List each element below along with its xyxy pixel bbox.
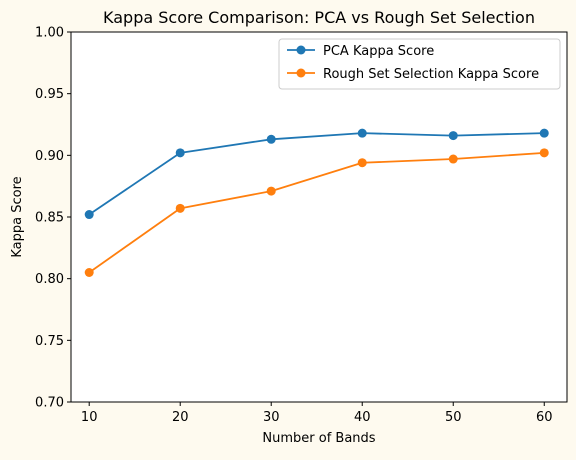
y-tick-label: 1.00 <box>35 26 64 41</box>
legend-label-rough-set: Rough Set Selection Kappa Score <box>323 67 539 82</box>
legend-label-pca: PCA Kappa Score <box>323 44 434 59</box>
x-tick-label: 60 <box>536 410 553 425</box>
data-point-rough-set <box>448 154 458 164</box>
data-point-rough-set <box>175 203 185 213</box>
data-point-pca <box>266 134 276 144</box>
plot-frame <box>70 31 568 403</box>
y-tick-label: 0.70 <box>35 396 64 411</box>
x-tick-label: 20 <box>172 410 189 425</box>
x-tick-label: 40 <box>354 410 371 425</box>
y-tick-label: 0.75 <box>35 334 64 349</box>
y-tick-label: 0.90 <box>35 149 64 164</box>
series-layer <box>84 128 549 277</box>
series-line-pca <box>88 132 545 216</box>
data-point-rough-set <box>266 186 276 196</box>
data-point-rough-set <box>539 148 549 158</box>
data-point-pca <box>357 128 367 138</box>
data-point-pca <box>84 210 94 220</box>
y-tick-label: 0.80 <box>35 272 64 287</box>
series-line-rough-set <box>88 151 545 274</box>
legend-marker-pca <box>296 45 306 55</box>
data-point-rough-set <box>84 268 94 277</box>
legend-box <box>278 38 561 90</box>
x-axis-label: Number of Bands <box>262 431 375 446</box>
y-tick-label: 0.85 <box>35 211 64 226</box>
data-point-pca <box>175 148 185 158</box>
y-axis-ticks: 0.70 0.75 0.80 0.85 0.90 0.95 1.00 <box>35 26 71 411</box>
x-tick-label: 10 <box>81 410 98 425</box>
data-point-pca <box>448 131 458 141</box>
plot-area <box>71 32 567 402</box>
y-tick-label: 0.95 <box>35 87 64 102</box>
data-point-rough-set <box>357 158 367 168</box>
data-point-pca <box>539 128 549 138</box>
x-tick-label: 30 <box>263 410 280 425</box>
y-axis-label: Kappa Score <box>10 176 25 257</box>
legend: PCA Kappa Score Rough Set Selection Kapp… <box>278 38 561 90</box>
legend-marker-rough-set <box>296 68 306 78</box>
x-axis-ticks: 10 20 30 40 50 60 <box>81 402 553 425</box>
chart-title: Kappa Score Comparison: PCA vs Rough Set… <box>103 8 535 27</box>
x-tick-label: 50 <box>445 410 462 425</box>
